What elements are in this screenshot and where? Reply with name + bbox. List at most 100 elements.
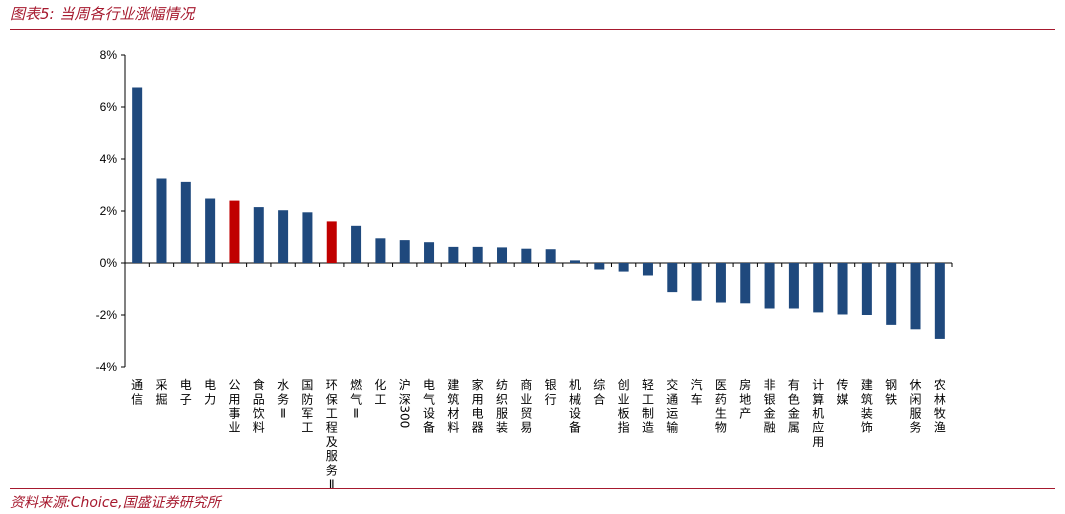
svg-text:装: 装	[496, 421, 508, 435]
category-label: 钢铁	[885, 378, 897, 406]
svg-text:闲: 闲	[910, 392, 922, 406]
svg-text:指: 指	[618, 420, 630, 435]
svg-text:食: 食	[253, 377, 265, 392]
svg-text:Ⅱ: Ⅱ	[280, 407, 286, 421]
top-divider	[10, 29, 1055, 30]
svg-text:备: 备	[569, 421, 581, 435]
y-tick-label: -4%	[96, 360, 118, 374]
svg-text:气: 气	[350, 391, 362, 406]
svg-text:铁: 铁	[885, 392, 897, 406]
svg-text:工: 工	[301, 421, 313, 435]
bar	[667, 263, 678, 293]
svg-text:板: 板	[618, 407, 630, 421]
category-label: 电力	[204, 378, 216, 406]
svg-text:环: 环	[326, 378, 338, 392]
svg-text:料: 料	[447, 421, 459, 435]
svg-text:务: 务	[277, 391, 289, 406]
svg-text:Ⅱ: Ⅱ	[353, 407, 359, 421]
svg-text:服: 服	[910, 407, 922, 421]
svg-text:子: 子	[180, 392, 192, 406]
svg-text:气: 气	[423, 391, 435, 406]
bar	[813, 263, 824, 313]
svg-text:电: 电	[423, 378, 435, 392]
svg-text:汽: 汽	[691, 377, 703, 392]
svg-text:品: 品	[253, 392, 265, 406]
svg-text:生: 生	[715, 407, 727, 421]
bar	[253, 207, 264, 263]
bar	[205, 198, 216, 263]
svg-text:设: 设	[569, 407, 581, 421]
bar	[934, 263, 945, 339]
svg-text:事: 事	[228, 407, 240, 421]
svg-text:行: 行	[545, 392, 557, 406]
source-note: 资料来源:Choice,国盛证券研究所	[10, 495, 221, 511]
svg-text:军: 军	[301, 407, 313, 421]
svg-text:色: 色	[788, 392, 800, 406]
svg-text:器: 器	[472, 421, 484, 435]
svg-text:筑: 筑	[447, 391, 459, 406]
svg-text:业: 业	[520, 392, 532, 406]
bar	[837, 263, 848, 315]
svg-text:合: 合	[593, 391, 605, 406]
svg-text:交: 交	[666, 377, 678, 392]
svg-text:用: 用	[812, 435, 824, 449]
bar	[715, 263, 726, 303]
category-label: 通信	[131, 378, 143, 406]
svg-text:金: 金	[764, 406, 776, 421]
svg-text:业: 业	[228, 421, 240, 435]
svg-text:药: 药	[715, 392, 727, 406]
svg-text:电: 电	[472, 407, 484, 421]
svg-text:林: 林	[934, 392, 946, 406]
svg-text:电: 电	[180, 378, 192, 392]
svg-text:设: 设	[423, 407, 435, 421]
svg-text:沪: 沪	[399, 378, 411, 392]
y-tick-label: -2%	[96, 308, 118, 322]
svg-text:用: 用	[472, 392, 484, 406]
svg-text:服: 服	[326, 449, 338, 463]
svg-text:料: 料	[253, 421, 265, 435]
axis-layer: -4% -2% 0% 2% 4% 6% 8%	[96, 48, 953, 374]
svg-text:传: 传	[837, 377, 849, 392]
bar	[569, 260, 580, 263]
svg-text:深: 深	[399, 392, 411, 406]
category-label: 采掘	[155, 378, 167, 406]
svg-text:公: 公	[228, 378, 240, 392]
svg-text:水: 水	[277, 378, 289, 392]
svg-text:电: 电	[204, 378, 216, 392]
bar	[399, 240, 410, 263]
svg-text:国: 国	[301, 378, 313, 392]
bar	[424, 242, 435, 263]
svg-text:掘: 掘	[155, 391, 167, 406]
bar-layer	[132, 87, 945, 339]
svg-text:输: 输	[666, 420, 678, 435]
svg-text:械: 械	[569, 391, 581, 406]
bar	[886, 263, 897, 325]
svg-text:300: 300	[398, 405, 412, 428]
bar	[180, 181, 191, 263]
svg-text:农: 农	[934, 378, 946, 392]
svg-text:银: 银	[764, 392, 776, 406]
bar	[375, 238, 386, 263]
svg-text:商: 商	[520, 377, 532, 392]
svg-text:燃: 燃	[350, 377, 362, 392]
y-tick-label: 6%	[100, 100, 118, 114]
svg-text:银: 银	[545, 378, 557, 392]
svg-text:通: 通	[131, 378, 143, 392]
svg-text:用: 用	[228, 392, 240, 406]
svg-text:工: 工	[642, 392, 654, 406]
svg-text:金: 金	[788, 406, 800, 421]
bar	[642, 263, 653, 276]
